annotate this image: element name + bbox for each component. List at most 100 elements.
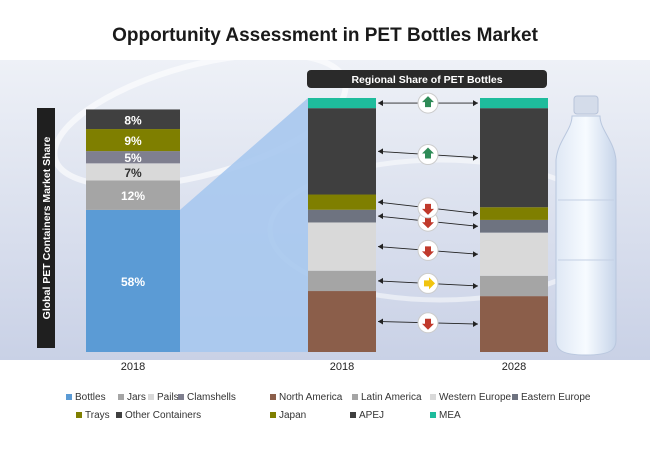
trend-up-icon <box>417 144 439 166</box>
arrowhead-right <box>473 321 478 328</box>
legend-item-latin_america: Latin America <box>352 392 422 403</box>
legend-item-jars: Jars <box>118 392 146 403</box>
bar-apej-2018 <box>308 108 376 195</box>
legend-swatch <box>148 394 154 400</box>
arrowhead-left <box>378 100 383 107</box>
legend-item-eastern_europe: Eastern Europe <box>512 392 591 403</box>
bottles-expansion-wedge <box>180 98 308 352</box>
trend-down-icon <box>417 312 439 334</box>
arrowhead-left <box>378 277 383 284</box>
legend-label: Clamshells <box>187 392 236 403</box>
bar-eastern_europe-2018 <box>308 209 376 223</box>
legend-item-japan: Japan <box>270 410 306 421</box>
bar-japan-2028 <box>480 207 548 220</box>
y-axis-label: Global PET Containers Market Share <box>41 137 53 320</box>
arrowhead-left <box>378 199 383 206</box>
legend-label: Western Europe <box>439 392 512 403</box>
data-label-pails: 7% <box>124 166 142 180</box>
bar-pails <box>86 163 180 181</box>
arrowhead-right <box>473 251 478 258</box>
arrowhead-right <box>473 282 478 289</box>
data-label-other_containers: 8% <box>124 113 142 127</box>
arrowhead-right <box>473 100 478 107</box>
arrowhead-right <box>473 223 478 230</box>
x-tick-label: 2028 <box>502 361 526 373</box>
data-label-jars: 12% <box>121 189 145 203</box>
data-label-clamshells: 5% <box>124 151 142 165</box>
x-tick-label: 2018 <box>330 361 354 373</box>
legend-label: Trays <box>85 410 110 421</box>
legend-swatch <box>76 412 82 418</box>
bar-jars <box>86 180 180 210</box>
legend-label: Jars <box>127 392 146 403</box>
legend-swatch <box>352 394 358 400</box>
legend-swatch <box>116 412 122 418</box>
legend-label: Pails <box>157 392 179 403</box>
page-title: Opportunity Assessment in PET Bottles Ma… <box>112 25 538 46</box>
legend-label: North America <box>279 392 343 403</box>
legend-item-other_containers: Other Containers <box>116 410 201 421</box>
legend-swatch <box>66 394 72 400</box>
legend-swatch <box>178 394 184 400</box>
legend-item-clamshells: Clamshells <box>178 392 236 403</box>
legend-item-western_europe: Western Europe <box>430 392 512 403</box>
arrowhead-right <box>473 154 478 161</box>
bar-mea-2028 <box>480 98 548 109</box>
bar-clamshells <box>86 151 180 164</box>
trend-up-icon <box>417 92 439 114</box>
legend-swatch <box>512 394 518 400</box>
legend-swatch <box>270 412 276 418</box>
legend-label: Latin America <box>361 392 422 403</box>
arrowhead-left <box>378 318 383 325</box>
bar-western_europe-2018 <box>308 222 376 271</box>
bar-other_containers <box>86 109 180 130</box>
trend-neutral-icon <box>417 272 439 294</box>
bar-apej-2028 <box>480 108 548 208</box>
legend-item-pails: Pails <box>148 392 179 403</box>
bar-trays <box>86 129 180 152</box>
legend-swatch <box>430 412 436 418</box>
bar-mea-2018 <box>308 98 376 109</box>
legend-label: Eastern Europe <box>521 392 591 403</box>
legend-label: Japan <box>279 410 306 421</box>
water-bottle-icon <box>555 95 617 356</box>
legend-swatch <box>118 394 124 400</box>
bar-latin_america-2018 <box>308 270 376 292</box>
legend-label: Bottles <box>75 392 106 403</box>
legend-swatch <box>430 394 436 400</box>
bar-latin_america-2028 <box>480 275 548 297</box>
regional-share-bars <box>308 98 548 352</box>
legend-label: MEA <box>439 410 461 421</box>
x-axis-ticks: 2018 2018 2028 <box>121 361 526 373</box>
legend-item-apej: APEJ <box>350 410 384 421</box>
bar-western_europe-2028 <box>480 232 548 276</box>
x-tick-label: 2018 <box>121 361 145 373</box>
bar-eastern_europe-2028 <box>480 219 548 233</box>
legend: Bottles Jars Pails Clamshells Trays Other Con… <box>66 392 591 421</box>
trend-down-icon <box>417 239 439 261</box>
legend-label: Other Containers <box>125 410 201 421</box>
container-share-bar: 58% 12% 7%5% 9% 8% <box>86 109 180 352</box>
regional-chart-title: Regional Share of PET Bottles <box>351 74 502 86</box>
bar-bottles <box>86 209 180 352</box>
trend-down-icon <box>417 197 439 219</box>
arrowhead-left <box>378 148 383 155</box>
arrowhead-right <box>473 210 478 217</box>
data-label-bottles: 58% <box>121 275 145 289</box>
arrowhead-left <box>378 243 383 250</box>
trend-connectors <box>377 92 479 334</box>
legend-label: APEJ <box>359 410 384 421</box>
arrowhead-left <box>378 213 383 220</box>
legend-swatch <box>350 412 356 418</box>
data-label-trays: 9% <box>124 134 142 148</box>
bar-north_america-2018 <box>308 291 376 352</box>
y-axis-label-box: Global PET Containers Market Share <box>37 108 55 348</box>
legend-item-bottles: Bottles <box>66 392 106 403</box>
bar-north_america-2028 <box>480 296 548 352</box>
bar-japan-2018 <box>308 194 376 210</box>
regional-title-banner: Regional Share of PET Bottles <box>307 70 547 88</box>
legend-item-mea: MEA <box>430 410 461 421</box>
legend-swatch <box>270 394 276 400</box>
